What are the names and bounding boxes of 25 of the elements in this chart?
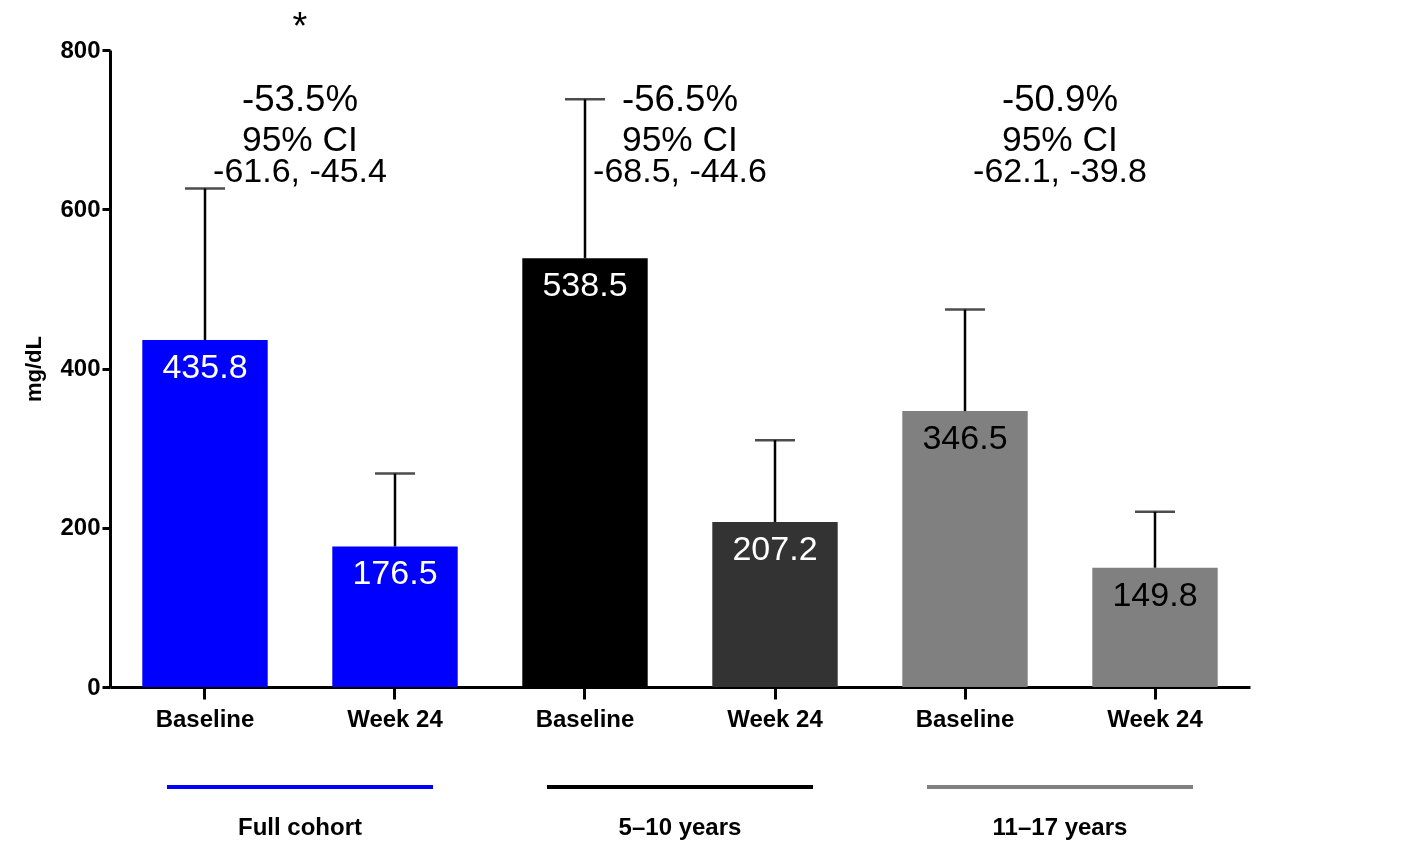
- annotation: -50.9%: [1001, 78, 1119, 119]
- y-axis-title: mg/dL: [21, 336, 47, 402]
- x-tick-label: Baseline: [915, 704, 1015, 732]
- x-tick-label: Week 24: [727, 704, 824, 732]
- data-label: 435.8: [162, 346, 248, 385]
- y-tick-label: 600: [60, 194, 101, 222]
- x-tick-label: Baseline: [155, 704, 255, 732]
- data-label: 176.5: [352, 553, 438, 592]
- annotation: -56.5%: [621, 78, 739, 119]
- x-tick-label: Week 24: [1107, 704, 1204, 732]
- text: Full cohort: [238, 813, 362, 841]
- annotation: -53.5%: [241, 78, 359, 119]
- y-tick-label: 800: [60, 35, 101, 63]
- data-label: 346.5: [922, 418, 1008, 457]
- text: 11–17 years: [992, 813, 1128, 841]
- y-tick-label: 0: [87, 672, 101, 700]
- data-label: 538.5: [542, 265, 628, 304]
- y-tick-label: 200: [60, 513, 101, 541]
- text: 5–10 years: [618, 813, 742, 841]
- x-tick-label: Week 24: [347, 704, 444, 732]
- x-tick-label: Baseline: [535, 704, 635, 732]
- text: *: [292, 5, 308, 47]
- data-label: 207.2: [732, 529, 818, 568]
- y-tick-label: 400: [60, 354, 101, 381]
- data-label: 149.8: [1112, 574, 1198, 613]
